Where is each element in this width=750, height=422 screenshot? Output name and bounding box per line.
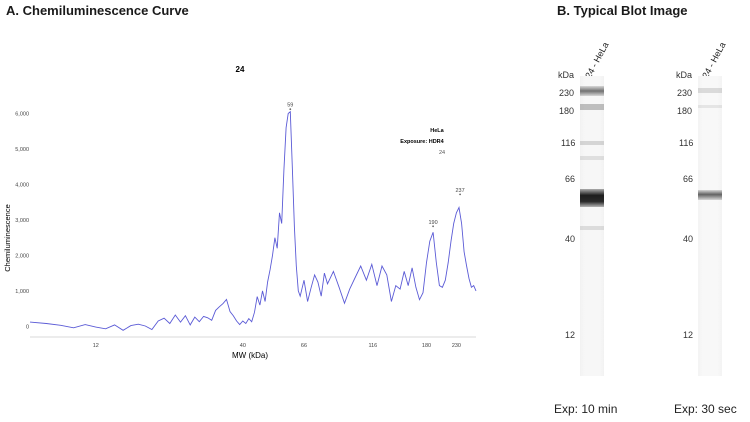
band-180 — [698, 105, 722, 108]
x-axis-label: MW (kDa) — [232, 351, 268, 360]
lane-label: 24 - HeLa — [583, 40, 611, 80]
exposure-label: Exp: 10 min — [554, 402, 618, 416]
chart-title: 24 — [236, 65, 245, 74]
chart-legend: HeLa Exposure: HDR4 24 — [400, 128, 445, 156]
band-45 — [580, 226, 604, 230]
x-tick-label: 180 — [422, 343, 431, 349]
y-tick-label: 6,000 — [15, 111, 29, 117]
marker-40: 40 — [683, 234, 694, 244]
band-59 — [580, 189, 604, 207]
chemiluminescence-trace — [29, 110, 477, 331]
legend-exposure: Exposure: HDR4 — [400, 139, 444, 145]
x-tick-label: 12 — [93, 343, 99, 349]
band-90 — [580, 156, 604, 160]
marker-180: 180 — [677, 106, 693, 116]
panel-b-title: B. Typical Blot Image — [557, 3, 688, 18]
y-tick-label: 0 — [26, 324, 29, 330]
legend-sample: HeLa — [430, 128, 444, 134]
marker-116: 116 — [561, 138, 576, 148]
kda-label: kDa — [558, 70, 575, 80]
legend-lane: 24 — [439, 150, 445, 156]
blot-10min: kDa 24 - HeLa 230 180 116 66 40 12 Exp: … — [548, 40, 628, 416]
blot-lane — [698, 76, 722, 376]
kda-label: kDa — [676, 70, 693, 80]
y-tick-label: 1,000 — [15, 289, 29, 295]
y-tick-label: 2,000 — [15, 253, 29, 259]
panel-a-title: A. Chemiluminescence Curve — [6, 3, 189, 18]
band-230 — [698, 88, 722, 93]
x-tick-label: 40 — [240, 343, 246, 349]
marker-12: 12 — [565, 330, 576, 340]
blot-30sec: kDa 24 - HeLa 230 180 116 66 40 12 Exp: … — [668, 40, 748, 416]
exposure-label: Exp: 30 sec — [674, 402, 737, 416]
band-116 — [580, 141, 604, 145]
marker-12: 12 — [683, 330, 694, 340]
blot-lane — [580, 76, 604, 376]
peak-label: 190 — [428, 220, 437, 226]
y-tick-label: 3,000 — [15, 218, 29, 224]
band-230 — [580, 86, 604, 96]
marker-180: 180 — [559, 106, 575, 116]
marker-230: 230 — [559, 88, 575, 98]
lane-label: 24 - HeLa — [700, 40, 728, 80]
y-tick-label: 4,000 — [15, 182, 29, 188]
peak-marker — [432, 225, 434, 228]
x-tick-label: 66 — [301, 343, 307, 349]
marker-66: 66 — [565, 174, 576, 184]
peak-marker — [289, 108, 292, 111]
x-tick-label: 116 — [368, 343, 377, 349]
chemiluminescence-chart: 24 Chemiluminescence MW (kDa) 0 1,000 2,00… — [3, 65, 477, 360]
marker-66: 66 — [683, 174, 694, 184]
peak-label: 237 — [455, 188, 464, 194]
marker-116: 116 — [679, 138, 694, 148]
marker-230: 230 — [677, 88, 693, 98]
band-59 — [698, 190, 722, 200]
y-tick-label: 5,000 — [15, 147, 29, 153]
marker-40: 40 — [565, 234, 576, 244]
peak-marker — [459, 193, 461, 196]
band-180 — [580, 104, 604, 110]
peak-label: 59 — [287, 103, 293, 109]
y-axis-label: Chemiluminescence — [3, 204, 12, 272]
x-tick-label: 230 — [452, 343, 461, 349]
